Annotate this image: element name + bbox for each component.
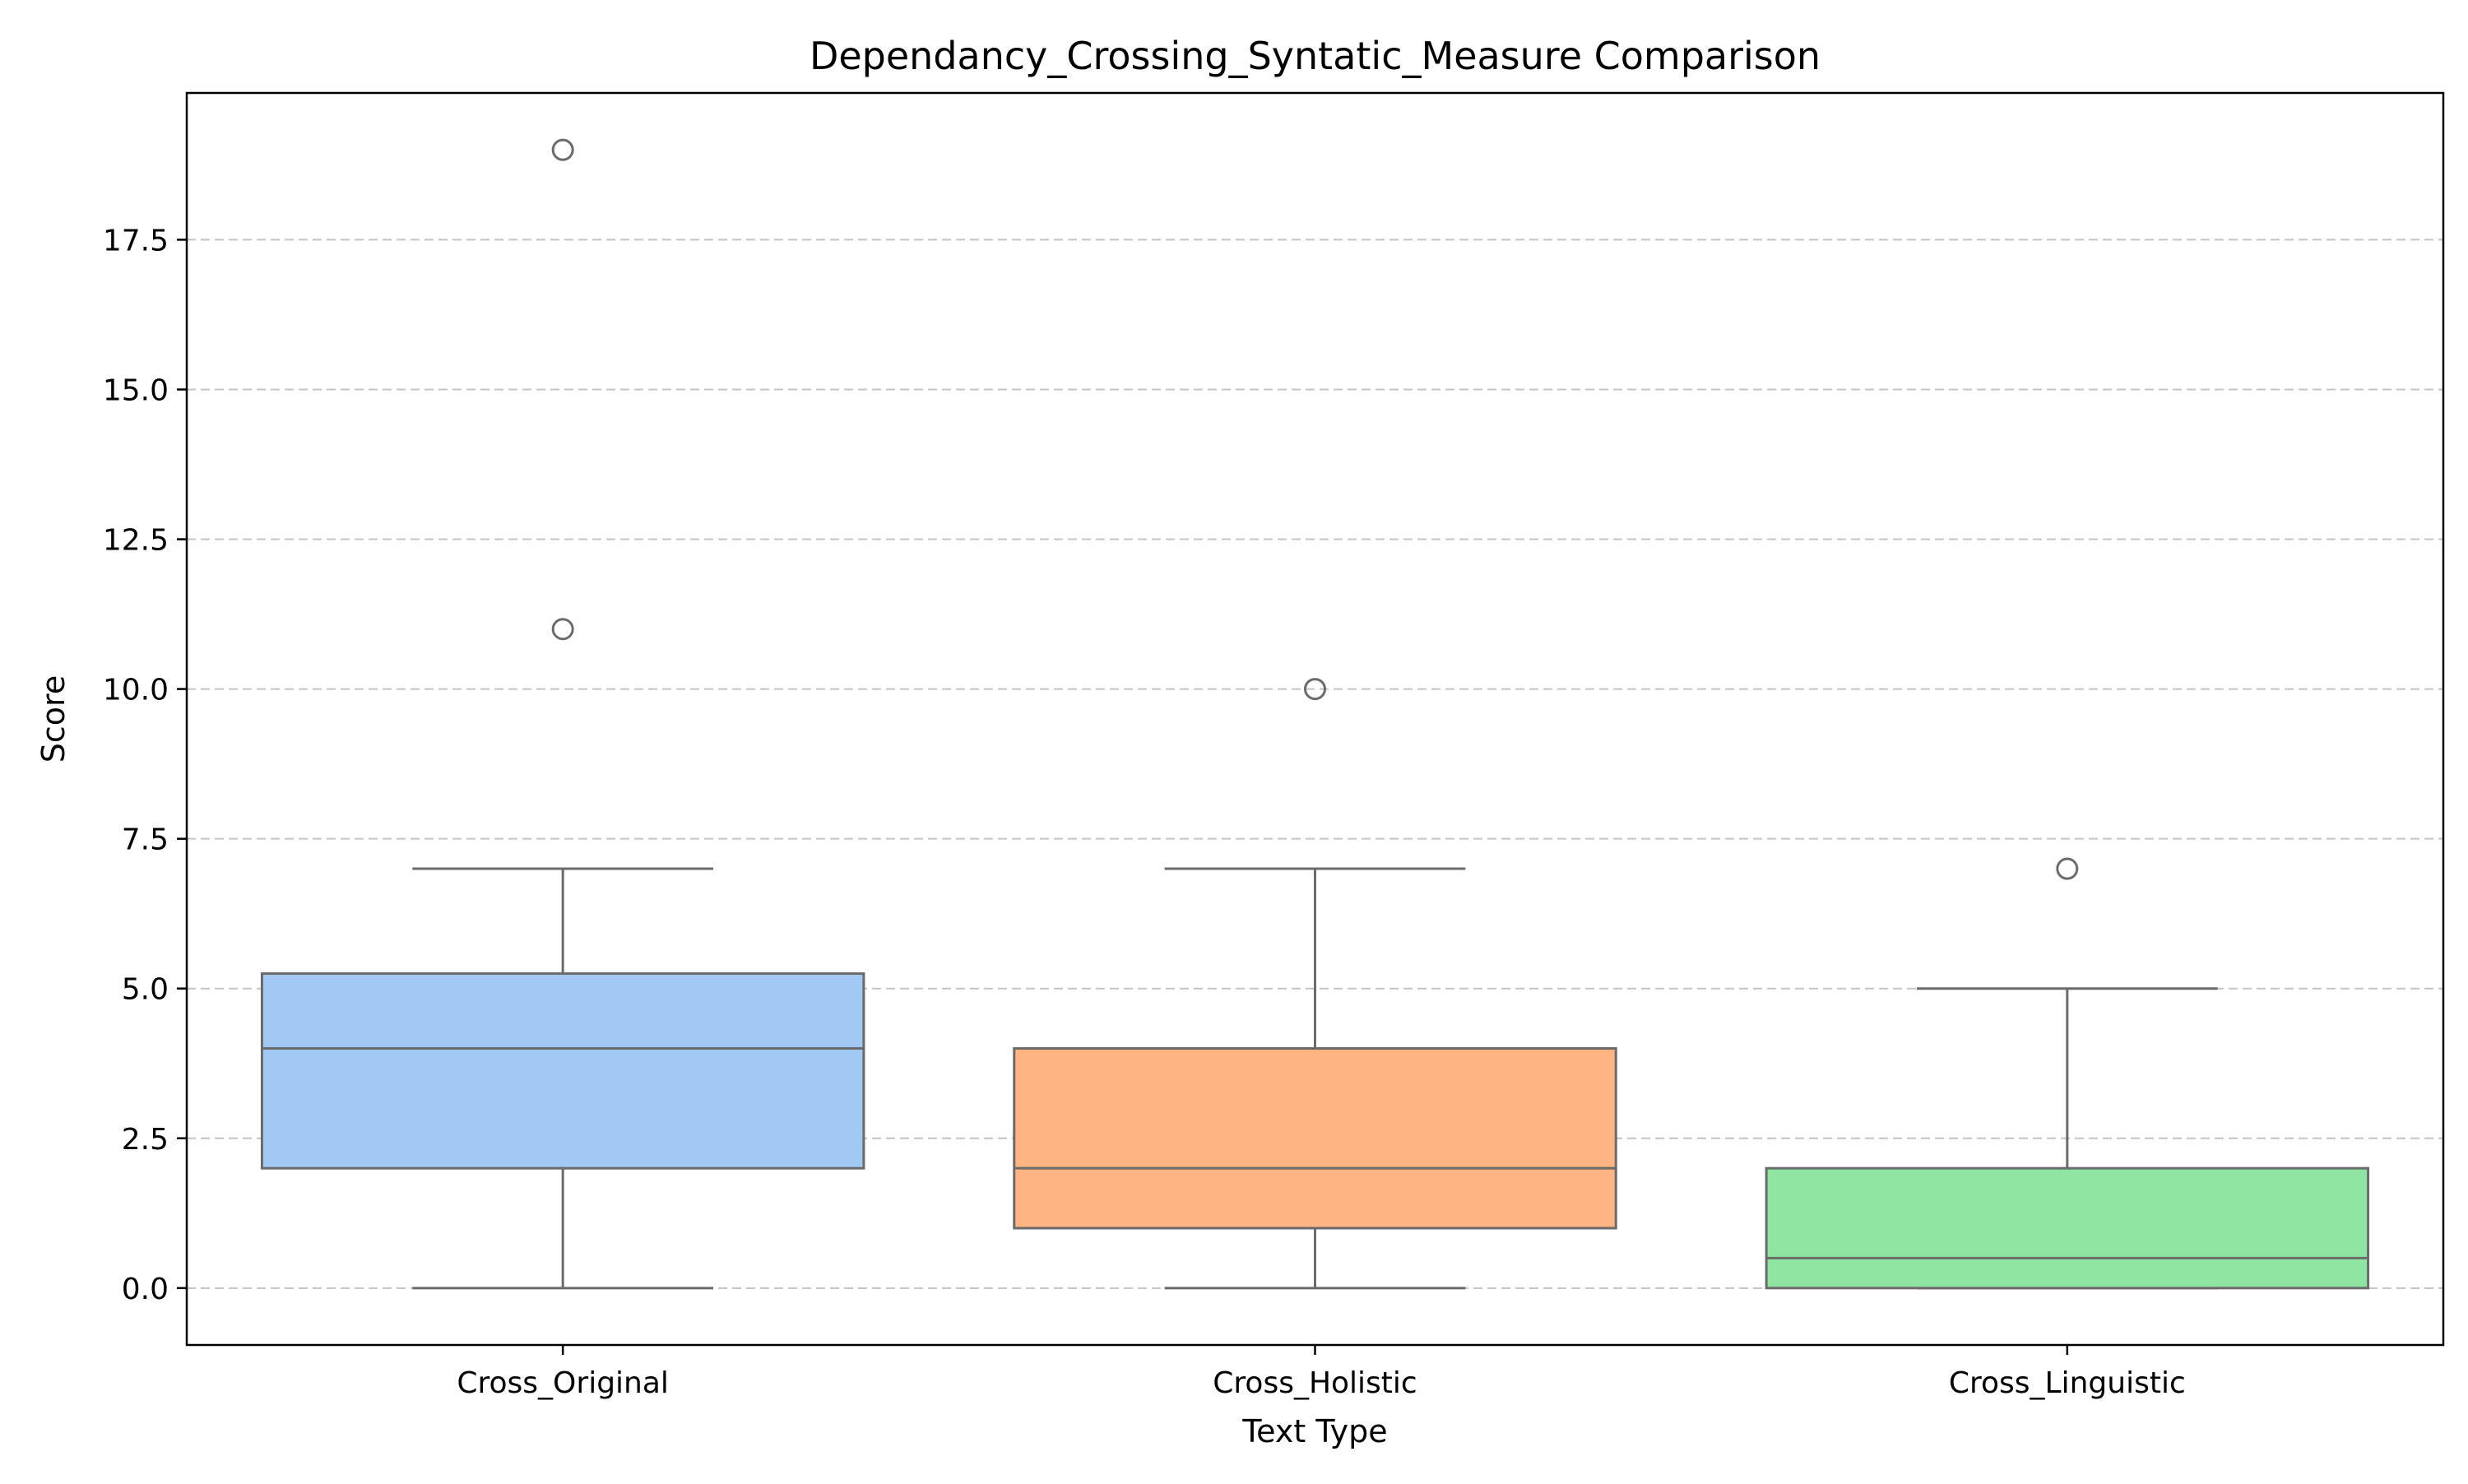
y-tick-label: 7.5 xyxy=(122,823,169,857)
axis-ticks: 0.0 2.5 5.0 7.5 10.0 12.5 15.0 17.5 Cross_Origin… xyxy=(103,224,2186,1400)
y-tick-label: 10.0 xyxy=(103,674,169,707)
box-iqr xyxy=(260,972,865,1170)
chart-title: Dependancy_Crossing_Syntatic_Measure Com… xyxy=(810,34,1821,78)
y-tick-label: 17.5 xyxy=(103,224,169,257)
outlier-point xyxy=(2056,857,2079,880)
x-tick-label: Cross_Linguistic xyxy=(1949,1366,2186,1400)
outlier-point xyxy=(1304,678,1326,701)
box-iqr xyxy=(1013,1047,1617,1230)
x-axis-title: Text Type xyxy=(1241,1413,1387,1449)
y-tick-label: 2.5 xyxy=(122,1123,169,1157)
box-iqr xyxy=(1765,1166,2370,1290)
y-axis-title: Score xyxy=(35,675,72,763)
outlier-point xyxy=(551,138,574,161)
y-tick-label: 12.5 xyxy=(103,524,169,558)
box-group xyxy=(1765,857,2370,1290)
box-group xyxy=(260,138,865,1290)
boxes xyxy=(260,138,2370,1290)
x-tick-label: Cross_Holistic xyxy=(1213,1366,1417,1400)
outlier-point xyxy=(551,618,574,641)
box-group xyxy=(1013,678,1617,1290)
y-tick-label: 0.0 xyxy=(122,1273,169,1306)
y-tick-label: 5.0 xyxy=(122,973,169,1007)
x-tick-label: Cross_Original xyxy=(457,1366,669,1400)
y-tick-label: 15.0 xyxy=(103,373,169,407)
